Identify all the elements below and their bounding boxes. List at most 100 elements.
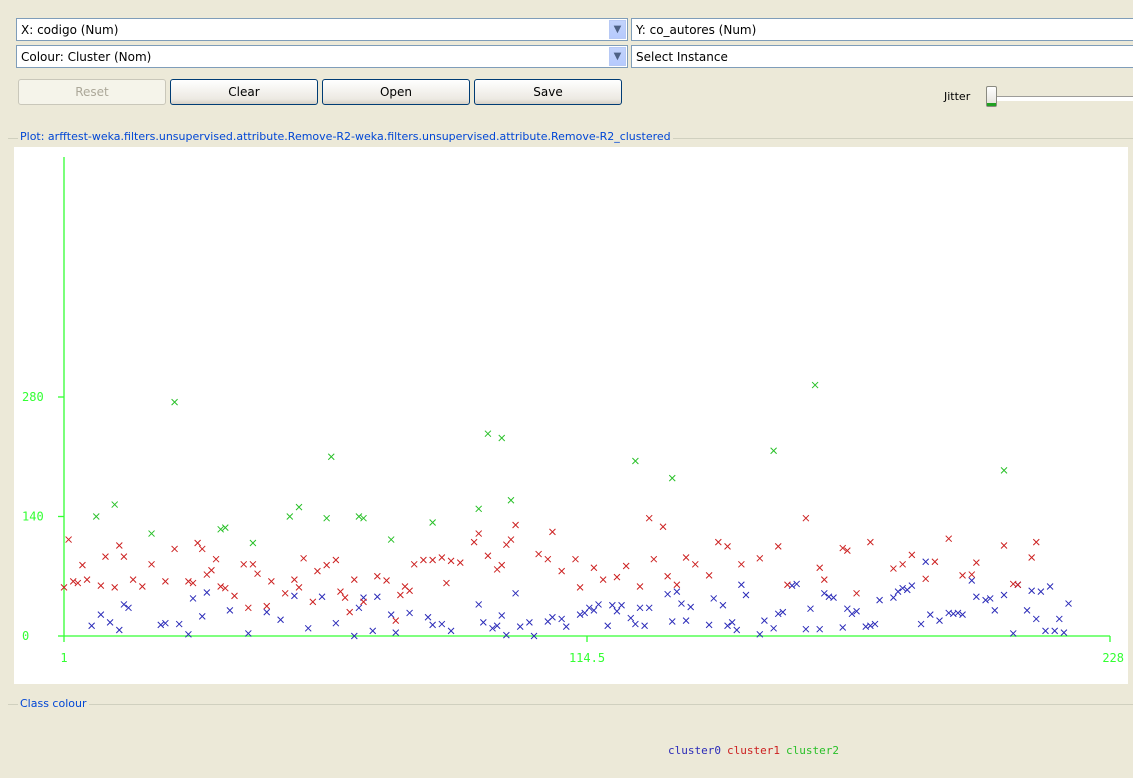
data-point-cluster0[interactable] — [530, 632, 538, 640]
data-point-cluster0[interactable] — [830, 594, 837, 601]
data-point-cluster0[interactable] — [890, 594, 897, 601]
data-point-cluster1[interactable] — [784, 581, 791, 589]
data-point-cluster0[interactable] — [350, 632, 358, 640]
data-point-cluster0[interactable] — [867, 622, 874, 630]
data-point-cluster0[interactable] — [645, 604, 653, 612]
data-point-cluster0[interactable] — [876, 596, 883, 604]
data-point-cluster0[interactable] — [678, 600, 685, 607]
data-point-cluster0[interactable] — [590, 607, 598, 614]
data-point-cluster1[interactable] — [60, 583, 68, 591]
data-point-cluster2[interactable] — [295, 503, 303, 511]
data-point-cluster0[interactable] — [954, 609, 962, 617]
data-point-cluster1[interactable] — [724, 543, 731, 550]
data-point-cluster0[interactable] — [332, 619, 340, 627]
data-point-cluster1[interactable] — [373, 572, 381, 580]
data-point-cluster1[interactable] — [802, 514, 810, 522]
data-point-cluster1[interactable] — [664, 572, 671, 580]
data-point-cluster0[interactable] — [189, 595, 197, 602]
data-point-cluster2[interactable] — [811, 381, 819, 389]
data-point-cluster0[interactable] — [1032, 615, 1040, 623]
data-point-cluster1[interactable] — [973, 559, 980, 566]
data-point-cluster2[interactable] — [286, 513, 294, 520]
data-point-cluster0[interactable] — [185, 630, 192, 638]
data-point-cluster1[interactable] — [507, 536, 515, 543]
data-point-cluster1[interactable] — [410, 560, 418, 568]
data-point-cluster0[interactable] — [585, 604, 593, 612]
data-point-cluster0[interactable] — [595, 601, 602, 608]
data-point-cluster0[interactable] — [839, 624, 847, 631]
data-point-cluster0[interactable] — [1051, 627, 1059, 635]
data-point-cluster0[interactable] — [738, 581, 745, 589]
data-point-cluster1[interactable] — [240, 560, 248, 568]
data-point-cluster1[interactable] — [341, 594, 349, 601]
data-point-cluster0[interactable] — [719, 601, 727, 609]
data-point-cluster0[interactable] — [756, 630, 764, 638]
data-point-cluster0[interactable] — [1042, 627, 1049, 635]
data-point-cluster0[interactable] — [991, 607, 999, 614]
data-point-cluster2[interactable] — [217, 525, 225, 533]
data-point-cluster1[interactable] — [291, 576, 298, 584]
data-point-cluster2[interactable] — [360, 514, 367, 522]
data-point-cluster0[interactable] — [244, 630, 252, 637]
data-point-cluster0[interactable] — [899, 584, 906, 592]
data-point-cluster2[interactable] — [475, 505, 483, 513]
data-point-cluster1[interactable] — [867, 538, 874, 546]
data-point-cluster0[interactable] — [793, 580, 801, 588]
data-point-cluster0[interactable] — [853, 607, 860, 615]
data-point-cluster1[interactable] — [208, 566, 215, 574]
data-point-cluster1[interactable] — [79, 561, 86, 569]
data-point-cluster1[interactable] — [97, 582, 105, 589]
data-point-cluster0[interactable] — [871, 620, 879, 628]
data-point-cluster0[interactable] — [162, 619, 169, 627]
data-point-cluster0[interactable] — [664, 590, 671, 598]
data-point-cluster1[interactable] — [120, 553, 128, 560]
data-point-cluster1[interactable] — [599, 576, 607, 584]
data-point-cluster1[interactable] — [1000, 542, 1008, 549]
data-point-cluster1[interactable] — [295, 583, 303, 591]
data-point-cluster1[interactable] — [738, 560, 745, 568]
clear-button[interactable]: Clear — [170, 79, 318, 105]
data-point-cluster0[interactable] — [604, 622, 612, 630]
colour-select[interactable]: Colour: Cluster (Nom) ▼ — [16, 45, 628, 68]
data-point-cluster1[interactable] — [129, 576, 137, 584]
data-point-cluster1[interactable] — [576, 583, 584, 591]
data-point-cluster1[interactable] — [360, 598, 367, 606]
data-point-cluster1[interactable] — [456, 559, 464, 566]
data-point-cluster2[interactable] — [355, 513, 363, 520]
data-point-cluster1[interactable] — [682, 554, 690, 561]
data-point-cluster0[interactable] — [1028, 587, 1036, 595]
data-point-cluster0[interactable] — [774, 610, 782, 618]
data-point-cluster0[interactable] — [157, 621, 165, 629]
data-point-cluster2[interactable] — [632, 457, 639, 465]
plot-panel[interactable]: 0 140 280 1 114.5 228 — [14, 147, 1128, 684]
data-point-cluster1[interactable] — [590, 564, 598, 572]
open-button[interactable]: Open — [322, 79, 470, 105]
data-point-cluster0[interactable] — [848, 610, 856, 618]
scatter-plot[interactable]: 0 140 280 1 114.5 228 — [14, 147, 1128, 684]
instance-select[interactable]: Select Instance — [631, 45, 1133, 68]
data-point-cluster0[interactable] — [1009, 630, 1017, 637]
data-point-cluster0[interactable] — [917, 620, 925, 628]
data-point-cluster1[interactable] — [148, 560, 155, 568]
data-point-cluster0[interactable] — [820, 589, 828, 597]
data-point-cluster2[interactable] — [1000, 467, 1008, 474]
data-point-cluster1[interactable] — [756, 554, 764, 562]
data-point-cluster1[interactable] — [83, 576, 91, 584]
data-point-cluster0[interactable] — [198, 613, 206, 620]
data-point-cluster0[interactable] — [203, 589, 211, 596]
data-point-cluster0[interactable] — [355, 604, 363, 612]
data-point-cluster0[interactable] — [1000, 591, 1008, 599]
data-point-cluster0[interactable] — [120, 601, 128, 608]
data-point-cluster0[interactable] — [613, 607, 621, 615]
data-point-cluster1[interactable] — [429, 556, 436, 564]
data-point-cluster0[interactable] — [959, 611, 966, 619]
legend-cluster1[interactable]: cluster1 — [726, 744, 780, 757]
data-point-cluster1[interactable] — [908, 551, 916, 559]
data-point-cluster1[interactable] — [622, 562, 630, 570]
data-point-cluster1[interactable] — [69, 578, 77, 585]
data-point-cluster1[interactable] — [843, 547, 851, 554]
data-point-cluster2[interactable] — [668, 474, 676, 482]
data-point-cluster1[interactable] — [346, 608, 354, 616]
data-point-cluster0[interactable] — [558, 615, 566, 623]
data-point-cluster0[interactable] — [936, 617, 943, 624]
